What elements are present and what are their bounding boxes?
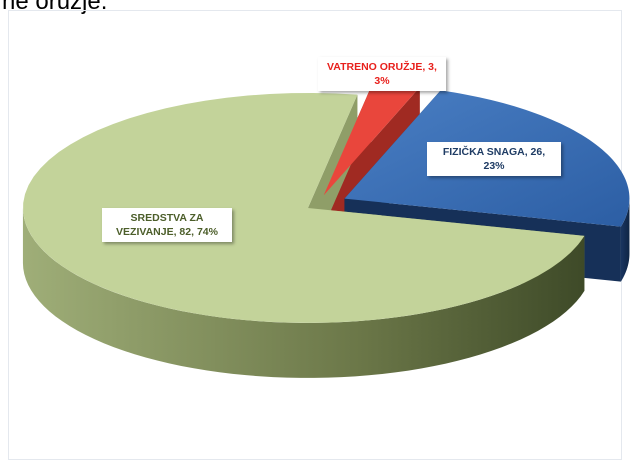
slice-wall: [22, 207, 585, 378]
data-label: FIZIČKA SNAGA, 26, 23%: [427, 142, 561, 176]
data-label: SREDSTVA ZA VEZIVANJE, 82, 74%: [102, 208, 232, 242]
slice-wall: [620, 198, 630, 282]
slice: [323, 82, 420, 196]
title: ne oružje.: [2, 0, 108, 15]
data-label: VATRENO ORUŽJE, 3, 3%: [318, 57, 446, 91]
slice: [23, 92, 585, 323]
